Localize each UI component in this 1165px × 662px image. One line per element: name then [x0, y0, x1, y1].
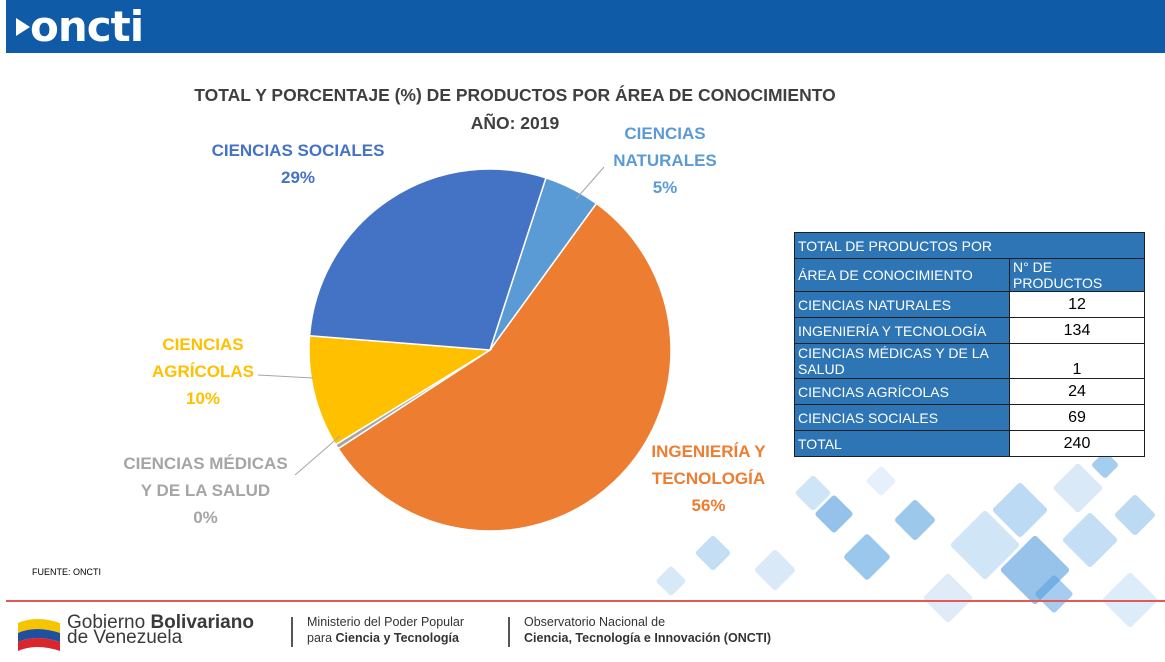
leader-line-medicas [294, 435, 341, 476]
decorative-square [755, 550, 795, 590]
pie-slice-ciencias-agr-colas [308, 334, 493, 446]
oncti-logo: oncti [16, 2, 144, 51]
decorative-square [895, 500, 935, 540]
table-row: CIENCIAS AGRÍCOLAS 24 [794, 378, 1145, 405]
decorative-square [656, 566, 686, 596]
decorative-square [844, 534, 890, 580]
row-value: 134 [1009, 317, 1145, 344]
logo-arrow-icon [16, 18, 30, 36]
row-value: 240 [1009, 430, 1145, 457]
gov-line1: Gobierno Bolivariano [67, 612, 254, 634]
chart-title: TOTAL Y PORCENTAJE (%) DE PRODUCTOS POR … [194, 85, 836, 105]
label-percent: 5% [652, 178, 678, 197]
column-header-area: ÁREA DE CONOCIMIENTO [794, 258, 1010, 292]
decorative-square [992, 482, 1048, 538]
ministry-line1: Ministerio del Poder Popular [307, 615, 465, 629]
ministry-line2: para Ciencia y Tecnología [307, 631, 459, 645]
pie-slice-ingenier-a-y-tecnolog-a [337, 202, 672, 532]
gov-line2: de Venezuela [67, 627, 183, 648]
products-table: TOTAL DE PRODUCTOS POR ÁREA DE CONOCIMIE… [794, 232, 1145, 457]
label-percent: 56% [691, 496, 726, 515]
table-row-total: TOTAL 240 [794, 430, 1145, 457]
leader-line-agricolas [257, 374, 314, 379]
footer-separator [508, 617, 510, 647]
decorative-square [695, 535, 731, 571]
table-row: CIENCIAS SOCIALES 69 [794, 404, 1145, 431]
label-percent: 29% [280, 168, 316, 187]
observatory-line1: Observatorio Nacional de [524, 615, 666, 629]
table-row: CIENCIAS NATURALES 12 [794, 291, 1145, 318]
row-label: CIENCIAS AGRÍCOLAS [794, 378, 1010, 405]
row-value: 69 [1009, 404, 1145, 431]
label-line: CIENCIAS MÉDICAS [123, 454, 288, 473]
label-ciencias-sociales: CIENCIAS SOCIALES 29% [198, 137, 398, 191]
decorative-square [866, 466, 896, 496]
row-label: INGENIERÍA Y TECNOLOGÍA [794, 317, 1010, 344]
label-line: Y DE LA SALUD [140, 481, 271, 500]
label-line: INGENIERÍA Y [651, 442, 766, 461]
label-line: NATURALES [613, 151, 717, 170]
venezuela-flag-icon [18, 619, 60, 651]
label-line: AGRÍCOLAS [152, 362, 254, 381]
table-title-row: TOTAL DE PRODUCTOS POR [794, 232, 1145, 259]
label-line: TECNOLOGÍA [651, 469, 766, 488]
decorative-square [1053, 463, 1103, 513]
logo-text: oncti [30, 2, 144, 51]
ministry-prefix: para [307, 631, 333, 645]
table-header-row: ÁREA DE CONOCIMIENTO N° DE PRODUCTOS [794, 258, 1145, 292]
decorative-square [1115, 495, 1155, 535]
row-label: CIENCIAS MÉDICAS Y DE LA SALUD [794, 343, 1010, 379]
ministry-name: Ciencia y Tecnología [335, 631, 459, 645]
observatory-name: Ciencia, Tecnología e Innovación (ONCTI) [524, 631, 772, 645]
observatory-line2: Ciencia, Tecnología e Innovación (ONCTI) [524, 631, 771, 645]
label-ciencias-naturales: CIENCIAS NATURALES 5% [595, 120, 735, 201]
leader-line-naturales [575, 166, 605, 200]
decorative-square [1062, 512, 1118, 568]
decorative-square [1092, 452, 1118, 478]
row-label: TOTAL [794, 430, 1010, 457]
row-value: 12 [1009, 291, 1145, 318]
table-row: INGENIERÍA Y TECNOLOGÍA 134 [794, 317, 1145, 344]
chart-subtitle: AÑO: 2019 [470, 113, 560, 133]
table-title: TOTAL DE PRODUCTOS POR [794, 232, 1145, 259]
row-value: 24 [1009, 378, 1145, 405]
gov-word-bold: Bolivariano [150, 612, 254, 633]
footer: Gobierno Bolivariano de Venezuela Minist… [0, 603, 1165, 662]
pie-slice-ciencias-sociales [308, 168, 547, 351]
decorative-square [815, 495, 853, 533]
row-label: CIENCIAS SOCIALES [794, 404, 1010, 431]
decorative-square [923, 573, 973, 623]
label-line: CIENCIAS [624, 124, 706, 143]
table-row: CIENCIAS MÉDICAS Y DE LA SALUD 1 [794, 343, 1145, 379]
decorative-square [1035, 575, 1073, 613]
footer-divider [6, 600, 1165, 602]
source-note: FUENTE: ONCTI [32, 567, 101, 577]
label-percent: 10% [185, 389, 221, 408]
label-line: CIENCIAS SOCIALES [211, 141, 385, 160]
row-label: CIENCIAS NATURALES [794, 291, 1010, 318]
label-ciencias-medicas: CIENCIAS MÉDICAS Y DE LA SALUD 0% [108, 450, 303, 531]
gov-word: Gobierno [67, 612, 146, 633]
column-header-count: N° DE PRODUCTOS [1009, 258, 1145, 292]
decorative-square [795, 475, 831, 511]
label-line: CIENCIAS [162, 335, 244, 354]
decorative-square [950, 510, 1020, 580]
label-ingenieria-tecnologia: INGENIERÍA Y TECNOLOGÍA 56% [636, 438, 781, 519]
label-percent: 0% [193, 508, 218, 527]
row-value: 1 [1009, 343, 1145, 379]
header-bar: oncti [6, 0, 1165, 53]
label-ciencias-agricolas: CIENCIAS AGRÍCOLAS 10% [138, 331, 268, 412]
footer-separator [291, 617, 293, 647]
